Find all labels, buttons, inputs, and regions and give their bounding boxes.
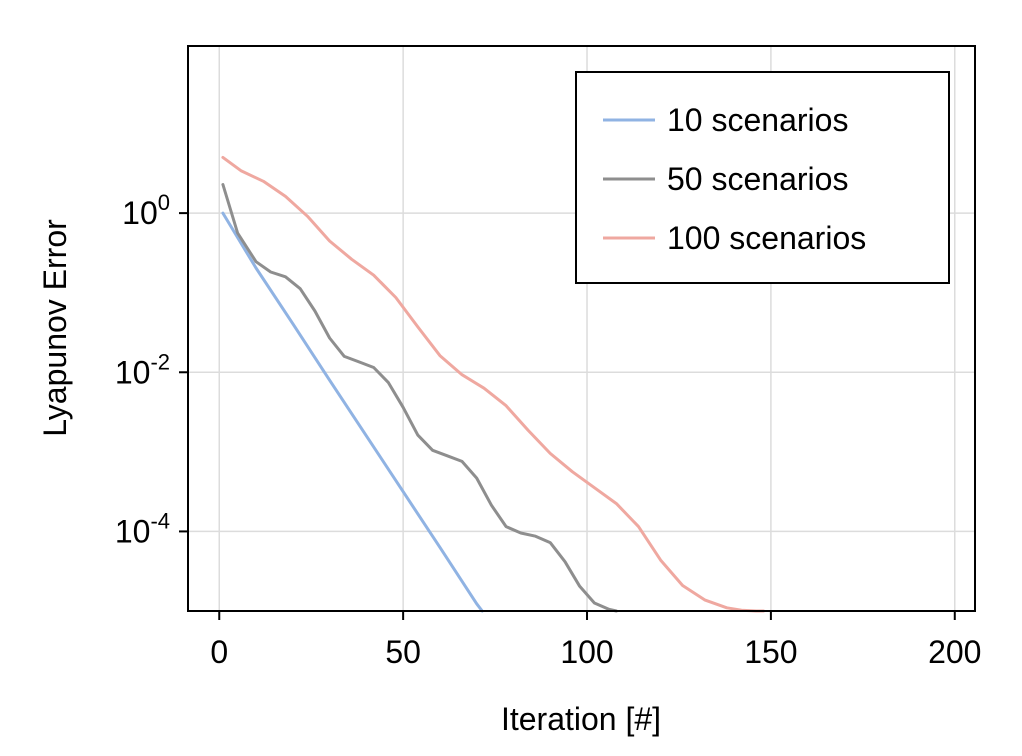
series-lines	[221, 155, 765, 613]
x-tick-label: 200	[928, 634, 981, 670]
series-line	[221, 155, 765, 613]
x-tick-label: 100	[560, 634, 613, 670]
x-ticks: 0 50 100 150 200	[210, 611, 981, 670]
legend-label: 100 scenarios	[667, 220, 866, 256]
x-tick-label: 150	[744, 634, 797, 670]
x-tick-label: 0	[210, 634, 228, 670]
x-axis-label: Iteration [#]	[501, 701, 661, 737]
y-axis-label: Lyapunov Error	[37, 219, 73, 437]
series-line	[221, 183, 618, 613]
legend-label: 50 scenarios	[667, 161, 848, 197]
plot-frame	[187, 45, 976, 612]
x-tick-label: 50	[385, 634, 421, 670]
series-line	[221, 211, 484, 613]
legend: 10 scenarios 50 scenarios 100 scenarios	[575, 71, 950, 284]
legend-label: 10 scenarios	[667, 102, 848, 138]
